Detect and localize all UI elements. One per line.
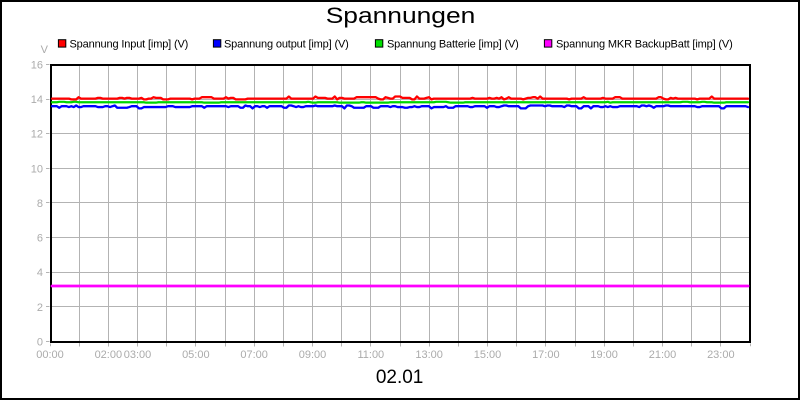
svg-text:15:00: 15:00	[474, 349, 502, 361]
svg-text:Spannungen: Spannungen	[326, 4, 476, 28]
svg-text:02:00: 02:00	[95, 349, 123, 361]
svg-text:Spannung Batterie [imp] (V): Spannung Batterie [imp] (V)	[387, 39, 519, 51]
svg-text:05:00: 05:00	[182, 349, 210, 361]
svg-text:11:00: 11:00	[357, 349, 384, 361]
svg-text:07:00: 07:00	[240, 349, 268, 361]
svg-text:Spannung output [imp] (V): Spannung output [imp] (V)	[224, 39, 349, 51]
svg-text:03:00: 03:00	[124, 349, 152, 361]
svg-text:10: 10	[31, 163, 43, 175]
svg-text:23:00: 23:00	[707, 349, 735, 361]
svg-text:Spannung Input [imp] (V): Spannung Input [imp] (V)	[70, 39, 189, 51]
svg-text:17:00: 17:00	[532, 349, 560, 361]
svg-text:00:00: 00:00	[36, 349, 64, 361]
svg-text:21:00: 21:00	[649, 349, 677, 361]
svg-text:09:00: 09:00	[299, 349, 327, 361]
svg-text:12: 12	[31, 129, 43, 141]
svg-text:0: 0	[37, 336, 43, 348]
svg-text:16: 16	[31, 60, 43, 72]
svg-text:02.01: 02.01	[376, 367, 424, 388]
svg-text:13:00: 13:00	[415, 349, 443, 361]
svg-text:6: 6	[37, 233, 43, 245]
svg-text:19:00: 19:00	[590, 349, 618, 361]
svg-text:14: 14	[31, 94, 43, 106]
svg-text:2: 2	[37, 302, 43, 314]
svg-text:Spannung MKR BackupBatt [imp]: Spannung MKR BackupBatt [imp] (V)	[556, 39, 733, 51]
svg-text:V: V	[41, 44, 49, 56]
svg-text:4: 4	[37, 267, 43, 279]
svg-text:8: 8	[37, 198, 43, 210]
